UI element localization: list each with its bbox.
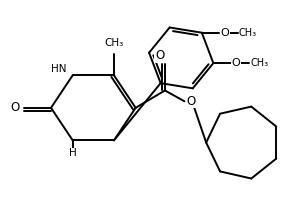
Text: O: O	[186, 95, 196, 108]
Text: H: H	[69, 148, 76, 158]
Text: O: O	[232, 58, 241, 68]
Text: O: O	[11, 101, 20, 114]
Text: CH₃: CH₃	[239, 28, 257, 38]
Text: CH₃: CH₃	[250, 58, 268, 68]
Text: O: O	[220, 28, 229, 38]
Text: HN: HN	[51, 64, 66, 74]
Text: CH₃: CH₃	[104, 38, 124, 48]
Text: O: O	[155, 49, 164, 62]
